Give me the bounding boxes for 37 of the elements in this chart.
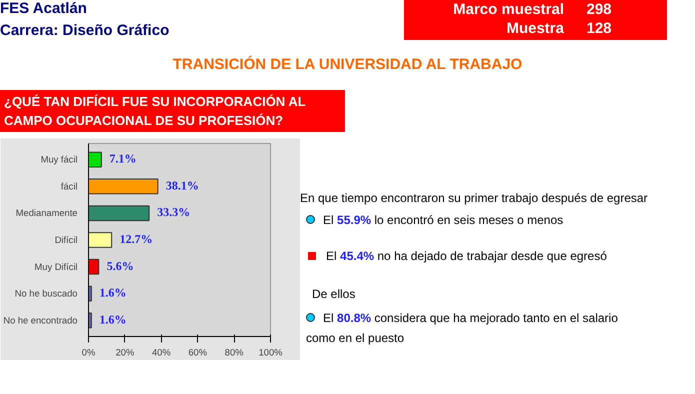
- data-label: 38.1%: [166, 178, 199, 192]
- text: TRANSICIÓN DE LA UNIVERSIDAD AL TRABAJO: [172, 56, 524, 73]
- x-tick-label: 40%: [152, 348, 171, 358]
- text: FES Acatlán: [0, 0, 88, 19]
- data-label: 1.6%: [99, 286, 126, 300]
- data-label: 7.1%: [109, 152, 136, 166]
- bar: [88, 258, 100, 275]
- picture-sample-box: Marco muestral 298 Muestra 128: [404, 0, 667, 40]
- bar: [88, 152, 102, 168]
- data-label: 1.6%: [99, 312, 126, 326]
- y-tick-label: No he buscado: [14, 288, 78, 299]
- text: El 45.4% no ha dejado de trabajar desde que egresó: [325, 248, 608, 265]
- text: El 80.8% considera que ha mejorado tanto en el salario como en el puesto: [306, 310, 619, 347]
- data-label: 33.3%: [157, 205, 190, 220]
- text: El 55.9% lo encontró en seis meses o menos: [322, 212, 564, 229]
- text: En que tiempo encontraron su primer trabajo después de egresar: [300, 190, 649, 207]
- x-tick-label: 100%: [258, 348, 282, 358]
- y-tick-label: Difícil: [54, 235, 78, 245]
- x-tick-label: 20%: [116, 348, 134, 358]
- bar: [88, 232, 112, 248]
- picture-subtitle-box: ¿QUÉ TAN DIFÍCIL FUE SU INCORPORACIÓN AL CAMPO OCUPACIONAL DE SU PROFESIÓN?: [0, 90, 345, 132]
- y-tick-label: No he encontrado: [3, 315, 78, 326]
- data-label: 12.7%: [120, 232, 153, 246]
- y-tick-label: Muy fácil: [40, 154, 78, 165]
- x-tick-label: 0%: [82, 348, 96, 358]
- y-tick-label: Muy Difícil: [34, 262, 78, 272]
- y-tick-label: Medianamente: [16, 208, 78, 218]
- bar: [88, 205, 150, 222]
- x-tick-label: 60%: [188, 348, 208, 358]
- x-tick-label: 80%: [224, 348, 244, 358]
- bar: [88, 286, 92, 302]
- y-tick-label: fácil: [60, 181, 78, 192]
- text: Carrera: Diseño Gráfico: [0, 22, 170, 41]
- text: De ellos: [312, 286, 356, 303]
- data-label: 5.6%: [106, 258, 134, 273]
- bar: [88, 178, 158, 194]
- bar: [88, 312, 92, 328]
